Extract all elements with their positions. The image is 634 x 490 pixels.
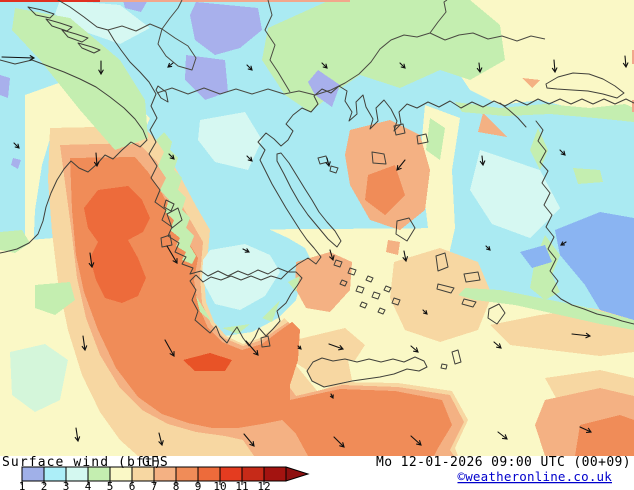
legend-title: Surface wind (bft) [2, 455, 163, 470]
wind-field-blue-patch [520, 212, 634, 320]
turkey-coastline [499, 72, 634, 325]
legend-pointer [285, 466, 310, 482]
wind-arrow [98, 60, 104, 76]
coastline-layer [0, 0, 634, 388]
wind-arrow [168, 153, 175, 160]
legend-bar: 1 2 3 4 5 6 7 8 9 10 11 12 [19, 466, 310, 490]
wind-arrow [422, 309, 428, 315]
wind-arrow [242, 248, 250, 253]
wind-field-level-8 [70, 157, 634, 456]
legend-cell [241, 466, 265, 482]
wind-arrow [560, 241, 567, 246]
legend-tick-label: 1 [19, 480, 26, 490]
wind-arrow-layer [1, 55, 629, 448]
wind-arrow [479, 155, 486, 167]
model-label: GFS [142, 455, 169, 470]
ionian-islands [155, 85, 271, 348]
country-borders [107, 0, 546, 96]
euboea-island [276, 152, 342, 248]
wind-arrow [396, 159, 406, 171]
right-edge-artifact2 [632, 100, 634, 112]
valid-datetime: Mo 12-01-2026 09:00 UTC (00+09) [376, 455, 631, 470]
wind-arrow [402, 250, 408, 263]
wind-arrow [333, 436, 345, 448]
legend-tick-label: 3 [63, 480, 70, 490]
italy-coastline [0, 0, 148, 254]
wind-arrow [325, 157, 331, 168]
wind-arrow [321, 62, 328, 69]
wind-arrow [551, 59, 558, 74]
wind-field-red-lens [183, 353, 232, 371]
wind-arrow [167, 62, 174, 68]
peloponnese-coastline [189, 271, 303, 347]
legend-tick-label: 2 [41, 480, 48, 490]
legend-tick-label: 8 [173, 480, 180, 490]
wind-arrow [297, 345, 302, 350]
right-edge-artifact [632, 50, 634, 64]
wind-arrow [166, 245, 178, 264]
wind-arrow [571, 332, 592, 339]
wind-arrow [399, 62, 406, 69]
wind-arrow [245, 340, 259, 356]
legend-tick-label: 7 [151, 480, 158, 490]
wind-field-layer [0, 0, 634, 456]
wind-arrow [246, 155, 253, 162]
wind-arrow [88, 252, 95, 269]
wind-arrow [476, 62, 483, 74]
wind-arrow [410, 435, 422, 446]
wind-field-level-3 [55, 0, 560, 310]
top-edge-artifact [0, 0, 350, 2]
wind-arrow [328, 343, 345, 351]
legend-tick-label: 11 [235, 480, 248, 490]
top-edge-artifact-red [0, 0, 100, 2]
legend-tick-label: 6 [129, 480, 136, 490]
wind-field-level-9 [84, 186, 150, 303]
legend-tick-label: 10 [213, 480, 226, 490]
wind-arrow [74, 427, 81, 443]
legend-cell [197, 466, 221, 482]
dodecanese-islands [440, 298, 506, 370]
legend-tick-label: 4 [85, 480, 92, 490]
legend-tick-label: 9 [195, 480, 202, 490]
wind-arrow [622, 55, 629, 69]
wind-arrow [243, 433, 255, 447]
wind-arrow [13, 142, 20, 149]
wind-arrow [246, 64, 253, 71]
legend-tick-label: 5 [107, 480, 114, 490]
wind-arrow [559, 149, 566, 156]
cyclades-islands [333, 259, 401, 315]
legend-cell [263, 466, 287, 482]
wind-arrow [164, 339, 175, 357]
crete-island [306, 356, 428, 388]
wind-arrow [329, 249, 335, 262]
legend-tick-label: 12 [257, 480, 270, 490]
wind-arrow [1, 55, 36, 61]
mainland-greece-coastline [107, 29, 634, 277]
legend-cell [219, 466, 243, 482]
wind-arrow [410, 345, 419, 353]
wind-arrow [81, 335, 88, 352]
wind-arrow [158, 432, 164, 447]
wind-arrow [93, 152, 100, 168]
wind-field-mint-patch [10, 344, 68, 412]
wind-arrow [497, 431, 508, 440]
wind-arrow [329, 393, 334, 399]
copyright-link[interactable]: ©weatheronline.co.uk [457, 469, 612, 484]
wind-arrow [485, 245, 491, 251]
wind-field-level-4 [0, 0, 634, 334]
wind-arrow [579, 426, 592, 433]
crete-west-fill [307, 358, 352, 387]
wind-arrow [493, 341, 502, 349]
legend-cell [175, 466, 199, 482]
